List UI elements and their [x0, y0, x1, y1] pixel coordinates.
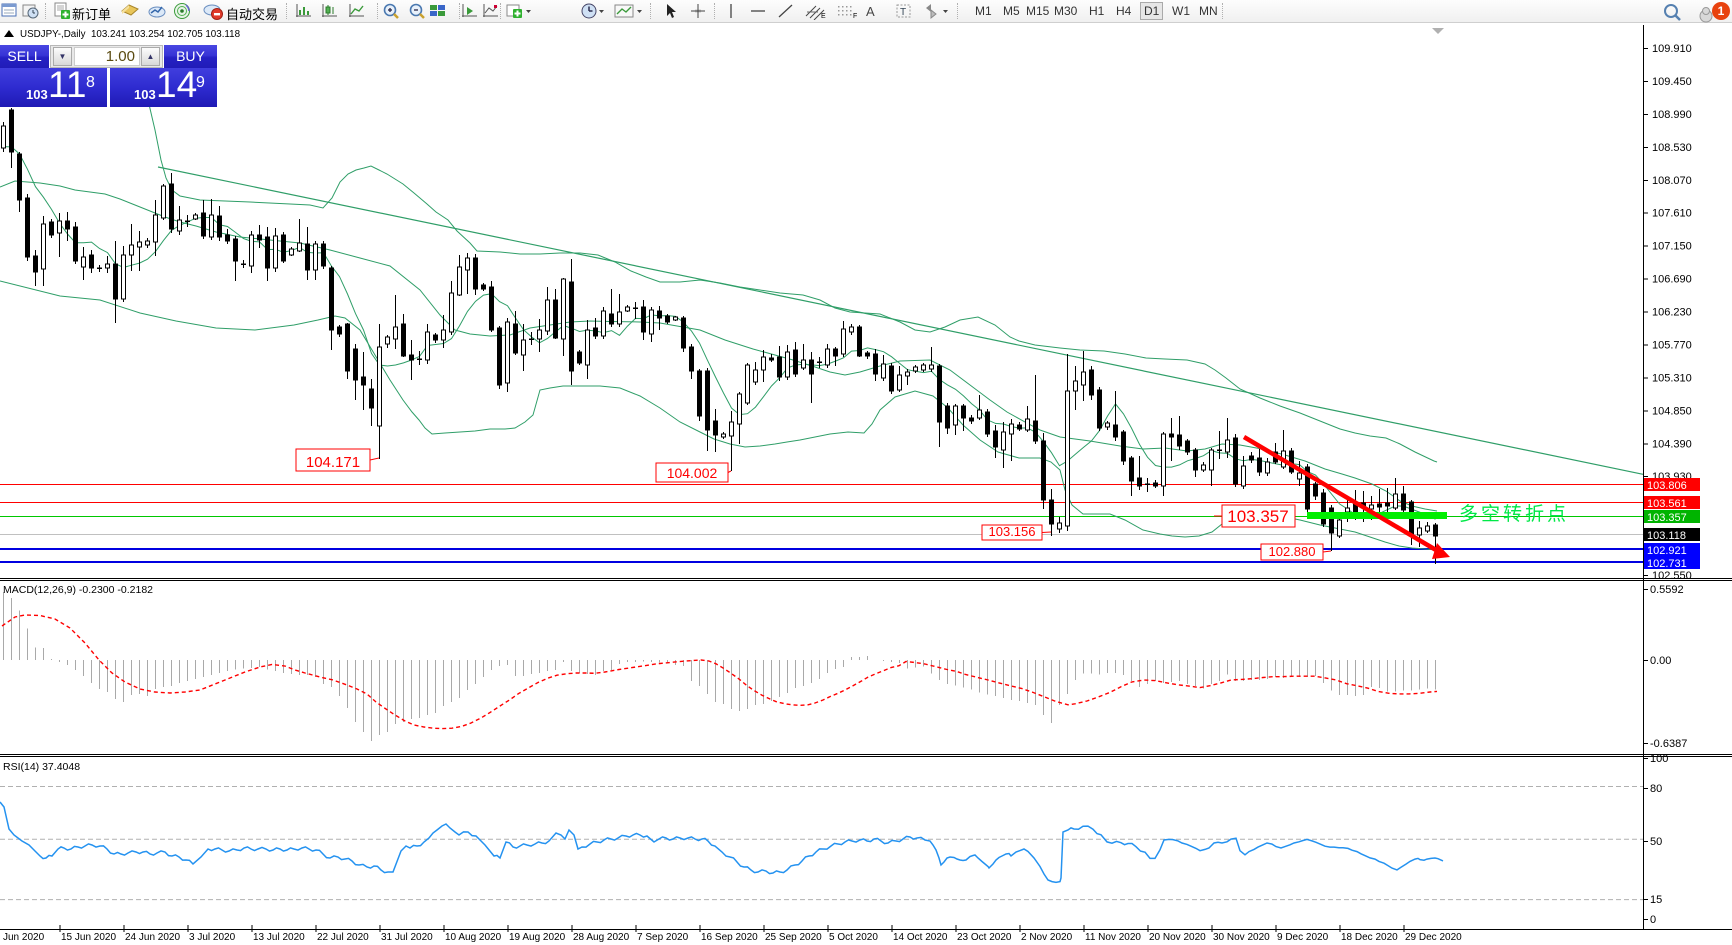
- svg-text:105.310: 105.310: [1652, 372, 1692, 384]
- svg-text:24 Jun 2020: 24 Jun 2020: [125, 932, 180, 943]
- svg-text:104.171: 104.171: [306, 454, 360, 471]
- svg-text:109.450: 109.450: [1652, 76, 1692, 88]
- svg-text:102.921: 102.921: [1647, 545, 1687, 557]
- svg-text:19 Aug 2020: 19 Aug 2020: [509, 932, 566, 943]
- svg-text:13 Jul 2020: 13 Jul 2020: [253, 932, 305, 943]
- svg-text:0.5592: 0.5592: [1650, 584, 1684, 596]
- svg-text:1: 1: [1718, 4, 1725, 18]
- svg-text:102.550: 102.550: [1652, 570, 1692, 582]
- svg-text:2 Nov 2020: 2 Nov 2020: [1021, 932, 1073, 943]
- svg-text:104.850: 104.850: [1652, 405, 1692, 417]
- svg-text:0: 0: [1650, 914, 1656, 926]
- svg-text:10 Aug 2020: 10 Aug 2020: [445, 932, 502, 943]
- svg-text:MACD(12,26,9) -0.2300 -0.2182: MACD(12,26,9) -0.2300 -0.2182: [3, 584, 153, 596]
- svg-text:103.561: 103.561: [1647, 498, 1687, 510]
- svg-text:Jun 2020: Jun 2020: [3, 932, 45, 943]
- svg-text:25 Sep 2020: 25 Sep 2020: [765, 932, 822, 943]
- svg-text:108.530: 108.530: [1652, 142, 1692, 154]
- svg-text:102.880: 102.880: [1269, 544, 1316, 559]
- svg-text:107.610: 107.610: [1652, 208, 1692, 220]
- svg-text:102.731: 102.731: [1647, 558, 1687, 570]
- svg-text:7 Sep 2020: 7 Sep 2020: [637, 932, 689, 943]
- svg-text:20 Nov 2020: 20 Nov 2020: [1149, 932, 1206, 943]
- svg-text:15: 15: [1650, 894, 1662, 906]
- svg-text:103.118: 103.118: [1647, 530, 1686, 542]
- svg-text:105.770: 105.770: [1652, 339, 1692, 351]
- svg-text:23 Oct 2020: 23 Oct 2020: [957, 932, 1012, 943]
- svg-text:103.156: 103.156: [989, 524, 1036, 539]
- svg-text:11 Nov 2020: 11 Nov 2020: [1085, 932, 1141, 943]
- svg-text:28 Aug 2020: 28 Aug 2020: [573, 932, 630, 943]
- svg-text:30 Nov 2020: 30 Nov 2020: [1213, 932, 1270, 943]
- svg-text:USDJPY-,Daily 103.241 103.254: USDJPY-,Daily 103.241 103.254 102.705 10…: [20, 29, 241, 40]
- svg-text:E: E: [821, 13, 826, 20]
- svg-text:-0.6387: -0.6387: [1650, 738, 1687, 750]
- svg-text:104.002: 104.002: [667, 465, 718, 481]
- svg-text:多空转折点: 多空转折点: [1459, 503, 1569, 525]
- svg-text:107.150: 107.150: [1652, 241, 1692, 253]
- svg-text:50: 50: [1650, 836, 1662, 848]
- svg-text:106.690: 106.690: [1652, 274, 1692, 286]
- svg-text:108.070: 108.070: [1652, 175, 1692, 187]
- svg-text:100: 100: [1650, 753, 1668, 765]
- svg-text:104.390: 104.390: [1652, 438, 1692, 450]
- svg-text:F: F: [853, 13, 857, 20]
- svg-text:18 Dec 2020: 18 Dec 2020: [1341, 932, 1398, 943]
- svg-text:31 Jul 2020: 31 Jul 2020: [381, 932, 433, 943]
- svg-text:9 Dec 2020: 9 Dec 2020: [1277, 932, 1329, 943]
- svg-text:RSI(14) 37.4048: RSI(14) 37.4048: [3, 761, 80, 773]
- svg-text:5 Oct 2020: 5 Oct 2020: [829, 932, 878, 943]
- svg-text:14 Oct 2020: 14 Oct 2020: [893, 932, 948, 943]
- svg-text:80: 80: [1650, 783, 1662, 795]
- svg-text:106.230: 106.230: [1652, 307, 1692, 319]
- svg-text:T: T: [900, 7, 906, 18]
- svg-text:103.357: 103.357: [1647, 512, 1687, 524]
- svg-text:16 Sep 2020: 16 Sep 2020: [701, 932, 758, 943]
- svg-text:22 Jul 2020: 22 Jul 2020: [317, 932, 369, 943]
- svg-text:29 Dec 2020: 29 Dec 2020: [1405, 932, 1462, 943]
- svg-text:15 Jun 2020: 15 Jun 2020: [61, 932, 116, 943]
- svg-text:109.910: 109.910: [1652, 43, 1692, 55]
- svg-text:103.806: 103.806: [1647, 480, 1687, 492]
- svg-text:103.357: 103.357: [1227, 507, 1288, 526]
- svg-text:108.990: 108.990: [1652, 109, 1692, 121]
- svg-text:3 Jul 2020: 3 Jul 2020: [189, 932, 236, 943]
- svg-text:0.00: 0.00: [1650, 655, 1671, 667]
